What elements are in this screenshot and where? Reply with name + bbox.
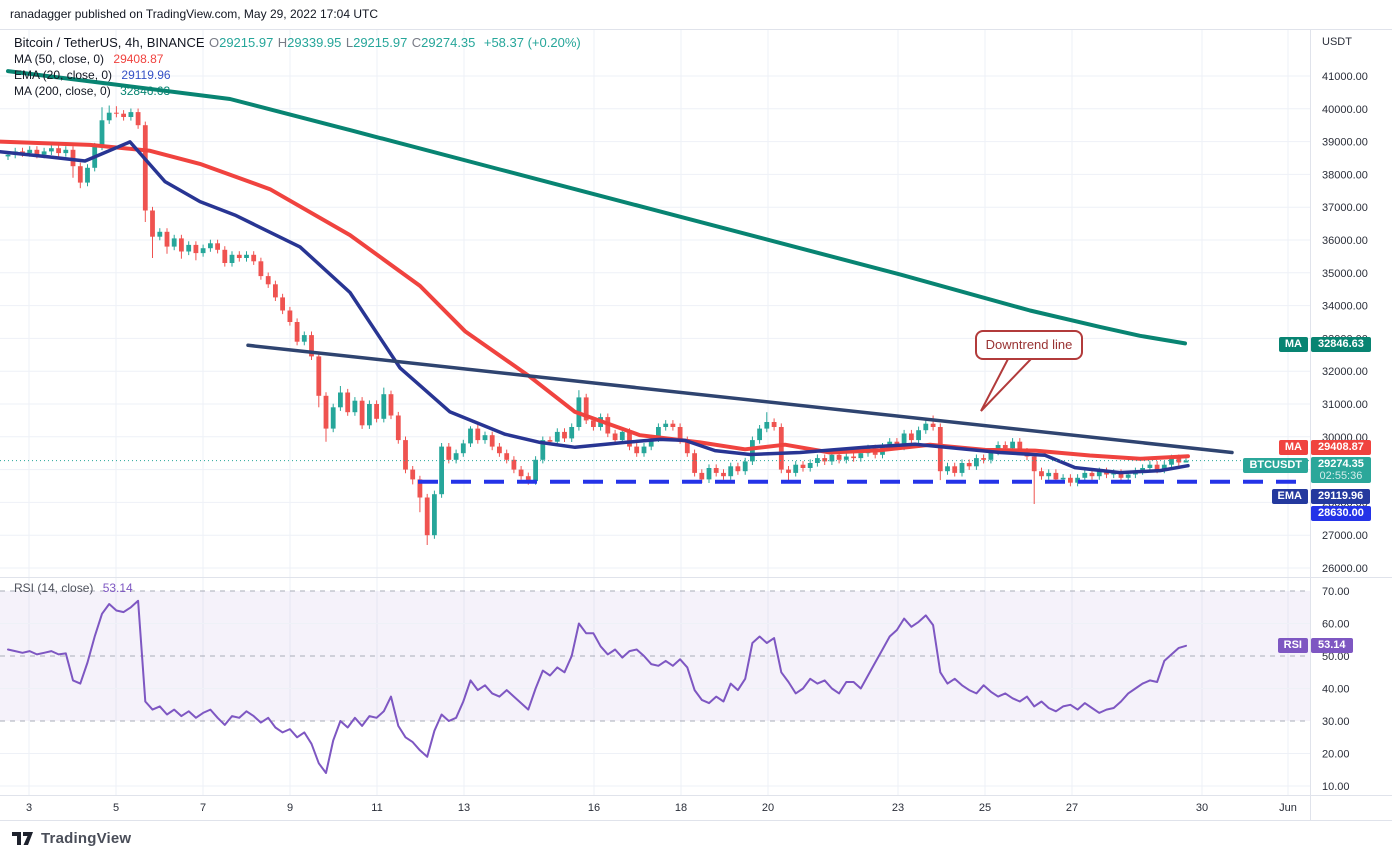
- svg-text:30: 30: [1196, 802, 1208, 814]
- symbol-legend: Bitcoin / TetherUS, 4h, BINANCE O29215.9…: [14, 35, 581, 51]
- svg-text:34000.00: 34000.00: [1322, 301, 1368, 313]
- tradingview-brand-text: TradingView: [41, 830, 132, 847]
- svg-text:26000.00: 26000.00: [1322, 563, 1368, 575]
- ma200-value: 32846.63: [120, 84, 171, 98]
- svg-text:27: 27: [1066, 802, 1078, 814]
- svg-text:23: 23: [892, 802, 904, 814]
- svg-text:11: 11: [371, 802, 382, 814]
- rsi-value: 53.14: [102, 581, 133, 595]
- svg-text:40.00: 40.00: [1322, 684, 1350, 696]
- svg-text:27000.00: 27000.00: [1322, 530, 1368, 542]
- change-value: +58.37 (+0.20%): [483, 35, 581, 50]
- ma50-tag-badge: MA: [1278, 440, 1308, 455]
- ema-tag-badge: EMA: [1271, 489, 1308, 504]
- ema20-value: 29119.96: [121, 68, 171, 82]
- svg-text:16: 16: [588, 802, 600, 814]
- publish-info-text: ranadagger published on TradingView.com,…: [10, 7, 379, 21]
- ma50-price-badge: 29408.87: [1311, 440, 1371, 455]
- rsi-value-badge: 53.14: [1311, 638, 1353, 653]
- svg-text:39000.00: 39000.00: [1322, 137, 1368, 149]
- ma50-value: 29408.87: [113, 52, 164, 66]
- svg-text:3: 3: [26, 802, 32, 814]
- svg-text:31000.00: 31000.00: [1322, 399, 1368, 411]
- ma200-label: MA (200, close, 0): [14, 84, 111, 98]
- svg-text:7: 7: [200, 802, 206, 814]
- ohlc-open-label: O: [208, 35, 220, 50]
- tradingview-watermark[interactable]: TradingView: [12, 830, 131, 847]
- symbol-tag-badge: BTCUSDT: [1243, 458, 1308, 473]
- ohlc-close-value: 29274.35: [421, 35, 476, 50]
- ohlc-high-label: H: [277, 35, 288, 50]
- downtrend-line-callout-text: Downtrend line: [985, 337, 1073, 352]
- svg-text:41000.00: 41000.00: [1322, 71, 1368, 83]
- ohlc-close-label: C: [411, 35, 422, 50]
- ohlc-low-label: L: [345, 35, 354, 50]
- tradingview-logo-icon: [12, 831, 33, 845]
- svg-text:20.00: 20.00: [1322, 749, 1350, 761]
- svg-text:40000.00: 40000.00: [1322, 104, 1368, 116]
- indicator-row-ma50[interactable]: MA (50, close, 0) 29408.87: [14, 52, 163, 66]
- last-price-badge: 29274.35 02:55:36: [1311, 457, 1371, 483]
- ma50-label: MA (50, close, 0): [14, 52, 105, 66]
- ohlc-high-value: 29339.95: [287, 35, 342, 50]
- indicator-row-ma200[interactable]: MA (200, close, 0) 32846.63: [14, 84, 170, 98]
- svg-text:32000.00: 32000.00: [1322, 366, 1368, 378]
- svg-text:25: 25: [979, 802, 991, 814]
- rsi-label: RSI (14, close): [14, 581, 94, 595]
- svg-text:35000.00: 35000.00: [1322, 268, 1368, 280]
- downtrend-line-callout[interactable]: Downtrend line: [975, 330, 1083, 360]
- rsi-tag-badge: RSI: [1277, 638, 1308, 653]
- ma200-price-badge: 32846.63: [1311, 337, 1371, 352]
- ohlc-open-value: 29215.97: [219, 35, 274, 50]
- bar-countdown: 02:55:36: [1319, 470, 1363, 482]
- svg-text:37000.00: 37000.00: [1322, 202, 1368, 214]
- svg-text:20: 20: [762, 802, 774, 814]
- publish-info-bar: ranadagger published on TradingView.com,…: [0, 0, 1392, 29]
- svg-text:60.00: 60.00: [1322, 619, 1350, 631]
- svg-text:70.00: 70.00: [1322, 586, 1350, 598]
- svg-text:5: 5: [113, 802, 119, 814]
- last-price-value: 29274.35: [1318, 458, 1364, 470]
- rsi-legend[interactable]: RSI (14, close) 53.14: [14, 581, 133, 595]
- ohlc-low-value: 29215.97: [353, 35, 408, 50]
- svg-text:38000.00: 38000.00: [1322, 169, 1368, 181]
- svg-text:9: 9: [287, 802, 293, 814]
- svg-text:18: 18: [675, 802, 687, 814]
- ema-price-badge: 29119.96: [1311, 489, 1371, 504]
- indicator-row-ema20[interactable]: EMA (20, close, 0) 29119.96: [14, 68, 171, 82]
- svg-text:50.00: 50.00: [1322, 651, 1350, 663]
- svg-text:13: 13: [458, 802, 470, 814]
- symbol-title[interactable]: Bitcoin / TetherUS, 4h, BINANCE: [14, 35, 205, 50]
- ema20-label: EMA (20, close, 0): [14, 68, 113, 82]
- svg-text:30.00: 30.00: [1322, 716, 1350, 728]
- support-price-badge: 28630.00: [1311, 506, 1371, 521]
- price-axis-currency: USDT: [1322, 36, 1352, 48]
- svg-text:10.00: 10.00: [1322, 781, 1350, 793]
- svg-text:36000.00: 36000.00: [1322, 235, 1368, 247]
- ma200-tag-badge: MA: [1278, 337, 1308, 352]
- svg-text:Jun: Jun: [1279, 802, 1297, 814]
